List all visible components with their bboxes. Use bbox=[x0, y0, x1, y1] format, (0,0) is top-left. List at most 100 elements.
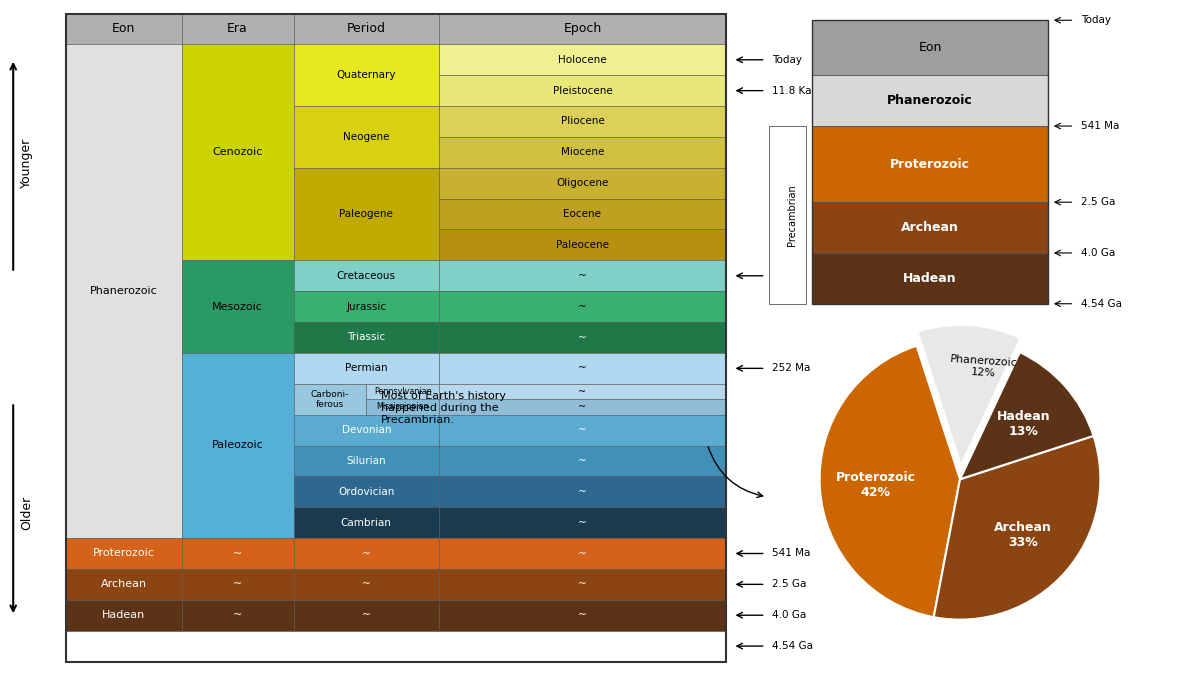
Bar bbox=[181, 45, 294, 261]
Bar bbox=[294, 106, 439, 168]
Text: 4.0 Ga: 4.0 Ga bbox=[1081, 248, 1116, 258]
Bar bbox=[439, 569, 726, 600]
Bar bbox=[439, 168, 726, 198]
Text: Cretaceous: Cretaceous bbox=[337, 271, 396, 281]
Text: Holocene: Holocene bbox=[558, 55, 607, 65]
Text: Paleozoic: Paleozoic bbox=[211, 441, 264, 450]
Bar bbox=[439, 507, 726, 538]
Text: 2.5 Ga: 2.5 Ga bbox=[1081, 197, 1116, 207]
Text: ~: ~ bbox=[578, 302, 587, 312]
Bar bbox=[439, 230, 726, 261]
Text: ~: ~ bbox=[362, 579, 371, 589]
Bar bbox=[439, 137, 726, 168]
Text: ~: ~ bbox=[578, 487, 587, 497]
Text: Quaternary: Quaternary bbox=[336, 70, 396, 80]
Text: 4.54 Ga: 4.54 Ga bbox=[1081, 299, 1122, 308]
Text: Pliocene: Pliocene bbox=[560, 117, 605, 126]
Text: ~: ~ bbox=[578, 333, 587, 342]
Bar bbox=[439, 353, 726, 384]
Text: Phanerozoic: Phanerozoic bbox=[887, 94, 973, 107]
Text: Era: Era bbox=[227, 22, 248, 35]
Bar bbox=[294, 291, 439, 322]
Text: Eon: Eon bbox=[918, 41, 942, 54]
Text: Eocene: Eocene bbox=[564, 209, 601, 219]
Text: Carboni-
ferous: Carboni- ferous bbox=[311, 389, 349, 409]
Text: ~: ~ bbox=[578, 402, 587, 412]
Bar bbox=[294, 322, 439, 353]
Bar bbox=[812, 20, 1048, 75]
Text: ~: ~ bbox=[578, 425, 587, 435]
Text: Phanerozoic: Phanerozoic bbox=[90, 286, 157, 296]
Bar bbox=[439, 45, 726, 75]
Bar bbox=[812, 20, 1048, 304]
Text: 4.0 Ga: 4.0 Ga bbox=[773, 610, 806, 620]
Text: 11.8 Ka: 11.8 Ka bbox=[773, 86, 811, 96]
Bar bbox=[439, 600, 726, 630]
Text: Younger: Younger bbox=[20, 138, 32, 188]
Text: Hadean
13%: Hadean 13% bbox=[996, 410, 1050, 437]
Bar bbox=[66, 14, 181, 45]
Bar bbox=[769, 126, 805, 304]
Text: ~: ~ bbox=[362, 610, 371, 620]
Text: ~: ~ bbox=[233, 610, 242, 620]
Bar bbox=[294, 261, 439, 291]
Text: ~: ~ bbox=[578, 518, 587, 528]
Bar bbox=[294, 168, 439, 261]
Text: Paleogene: Paleogene bbox=[340, 209, 394, 219]
Wedge shape bbox=[820, 346, 960, 617]
Bar bbox=[294, 353, 439, 384]
Text: Proterozoic: Proterozoic bbox=[92, 549, 155, 558]
Text: ~: ~ bbox=[233, 579, 242, 589]
Bar bbox=[439, 322, 726, 353]
Text: ~: ~ bbox=[362, 549, 371, 558]
Bar bbox=[294, 477, 439, 507]
Bar bbox=[439, 291, 726, 322]
Text: Proterozoic
42%: Proterozoic 42% bbox=[836, 470, 916, 499]
Bar bbox=[181, 353, 294, 538]
Text: 2.5 Ga: 2.5 Ga bbox=[773, 579, 806, 589]
Text: Triassic: Triassic bbox=[347, 333, 385, 342]
Text: ~: ~ bbox=[578, 387, 587, 396]
Text: Hadean: Hadean bbox=[904, 272, 956, 285]
Text: Ordovician: Ordovician bbox=[338, 487, 395, 497]
Text: Pennsylvanian: Pennsylvanian bbox=[373, 387, 432, 396]
Text: 4.54 Ga: 4.54 Ga bbox=[773, 641, 814, 651]
Bar bbox=[66, 600, 181, 630]
Text: Most of Earth's history
happened during the
Precambrian.: Most of Earth's history happened during … bbox=[380, 392, 506, 425]
Text: Silurian: Silurian bbox=[347, 456, 386, 466]
Bar bbox=[439, 75, 726, 106]
Bar bbox=[294, 507, 439, 538]
Text: Proterozoic: Proterozoic bbox=[890, 158, 970, 171]
Bar bbox=[439, 14, 726, 45]
Bar bbox=[181, 261, 294, 353]
Bar bbox=[439, 399, 726, 414]
Bar bbox=[366, 399, 439, 414]
Text: Epoch: Epoch bbox=[563, 22, 601, 35]
Text: Phanerozoic
12%: Phanerozoic 12% bbox=[949, 354, 1018, 380]
Bar bbox=[181, 538, 294, 569]
Bar bbox=[294, 538, 439, 569]
Text: Precambrian: Precambrian bbox=[787, 184, 797, 246]
Text: Paleocene: Paleocene bbox=[556, 240, 608, 250]
Bar bbox=[181, 569, 294, 600]
Bar bbox=[294, 600, 439, 630]
Bar bbox=[294, 414, 439, 446]
Bar bbox=[439, 261, 726, 291]
Text: Archean: Archean bbox=[901, 221, 959, 234]
Text: Today: Today bbox=[773, 55, 803, 65]
Bar bbox=[294, 569, 439, 600]
Text: Hadean: Hadean bbox=[102, 610, 145, 620]
Wedge shape bbox=[960, 352, 1093, 479]
Text: Miocene: Miocene bbox=[560, 147, 604, 157]
Text: ~: ~ bbox=[578, 579, 587, 589]
Bar bbox=[439, 414, 726, 446]
Text: ~: ~ bbox=[578, 363, 587, 373]
Text: ~: ~ bbox=[578, 610, 587, 620]
Text: Permian: Permian bbox=[344, 363, 388, 373]
Text: 541 Ma: 541 Ma bbox=[1081, 121, 1120, 131]
Bar bbox=[812, 202, 1048, 253]
Bar bbox=[294, 14, 439, 45]
Bar bbox=[366, 384, 439, 399]
Bar bbox=[439, 477, 726, 507]
Bar bbox=[181, 14, 294, 45]
